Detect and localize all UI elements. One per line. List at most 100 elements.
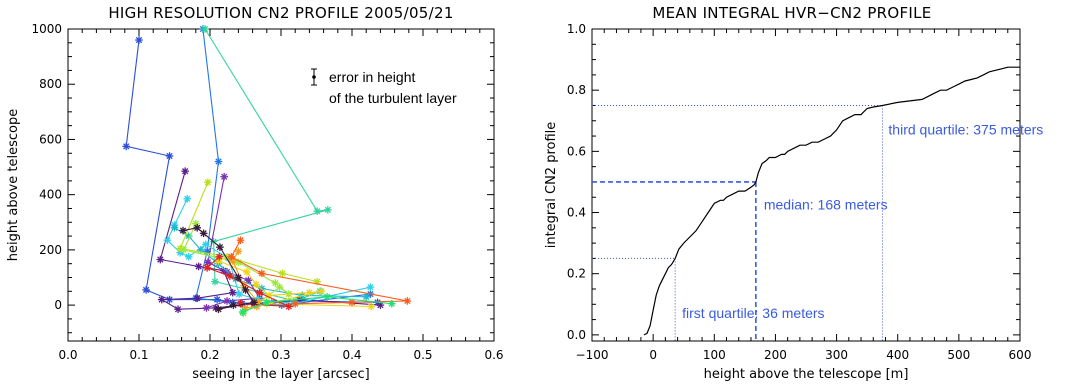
data-point (367, 302, 375, 311)
data-point (324, 206, 332, 214)
left-legend: error in height of the turbulent layer (311, 68, 457, 106)
data-point-ray (192, 220, 199, 227)
data-point-ray (185, 253, 192, 260)
quartile-label: first quartile: 36 meters (682, 305, 824, 321)
data-point-ray (245, 277, 252, 284)
left-series (179, 223, 258, 314)
series-line (204, 28, 329, 302)
data-point-ray (184, 195, 191, 202)
data-point-ray (324, 206, 332, 213)
data-point-ray (211, 278, 219, 285)
data-point-ray (213, 296, 221, 303)
data-point-ray (123, 143, 130, 150)
right-axis-ticks: −100 0 100 200 300 400 500 600 0.0 0.2 0.4 0.6 0.8 1.… (567, 22, 1032, 362)
left-series (192, 25, 375, 309)
data-point-ray (318, 288, 325, 295)
left-chart: HIGH RESOLUTION CN2 PROFILE 2005/05/21 0… (6, 4, 504, 382)
right-y-tick-label: 0.8 (567, 83, 586, 97)
data-point-ray (204, 179, 212, 186)
data-point (252, 280, 260, 289)
data-point-ray (279, 270, 286, 277)
right-y-tick-label: 0.0 (567, 328, 586, 342)
data-point-ray (228, 253, 235, 260)
data-point (135, 36, 143, 44)
data-point-ray (166, 152, 173, 160)
right-x-tick-label: 600 (1009, 348, 1032, 362)
legend-marker (312, 75, 316, 79)
data-point (216, 243, 224, 251)
data-point (366, 283, 375, 291)
data-point (142, 286, 150, 294)
right-y-tick-label: 0.6 (567, 144, 586, 158)
data-point-ray (368, 303, 375, 310)
data-point-ray (194, 224, 201, 231)
data-point-ray (235, 259, 242, 266)
data-point-ray (194, 295, 201, 302)
data-point-ray (278, 301, 285, 309)
data-point-ray (256, 289, 263, 296)
right-x-tick-label: 500 (947, 348, 970, 362)
data-point-ray (348, 299, 356, 306)
series-line (159, 171, 381, 310)
data-point-ray (203, 304, 210, 312)
data-point (317, 287, 326, 296)
data-point-ray (215, 257, 222, 265)
series-line (174, 227, 367, 298)
left-y-axis-title: height above telescope (6, 109, 21, 261)
data-point (170, 223, 179, 232)
data-point-ray (179, 227, 187, 234)
data-point (174, 305, 182, 314)
left-y-tick-label: 0 (54, 298, 62, 312)
data-point (241, 286, 250, 294)
data-point (278, 269, 287, 278)
data-point-ray (216, 243, 224, 251)
data-point (184, 252, 193, 261)
data-point (204, 178, 212, 187)
data-point (229, 301, 238, 309)
data-point-ray (285, 303, 292, 310)
legend-line-2: of the turbulent layer (329, 90, 457, 106)
data-point-ray (158, 296, 165, 303)
quartile-guides: first quartile: 36 meters median: 168 met… (592, 104, 1043, 341)
data-point-ray (377, 301, 384, 309)
data-point (199, 229, 208, 238)
data-point (223, 297, 231, 305)
data-point (202, 304, 211, 312)
data-point-ray (253, 281, 260, 288)
right-x-tick-label: −100 (576, 348, 609, 362)
data-point-ray (404, 297, 411, 305)
data-point (362, 293, 370, 301)
right-y-axis-title: integral CN2 profile (544, 122, 559, 249)
data-point (263, 298, 271, 307)
data-point (204, 258, 212, 267)
left-y-tick-label: 1000 (31, 22, 62, 36)
data-point (236, 299, 245, 308)
left-series (203, 252, 293, 311)
data-point-ray (272, 279, 279, 287)
data-point (305, 288, 314, 297)
data-point-ray (182, 168, 189, 175)
data-point (255, 288, 264, 297)
data-point-ray (171, 224, 178, 231)
right-y-tick-label: 0.4 (567, 206, 586, 220)
data-point (201, 25, 209, 33)
right-x-tick-label: 200 (764, 348, 787, 362)
data-point-ray (306, 289, 313, 296)
data-point-ray (204, 259, 212, 266)
data-point (387, 299, 396, 308)
right-x-tick-label: 300 (825, 348, 848, 362)
data-point-ray (250, 299, 258, 306)
data-point (193, 223, 202, 232)
left-x-tick-label: 0.2 (200, 348, 219, 362)
data-point (291, 299, 299, 308)
data-point-ray (243, 268, 251, 276)
data-point-ray (363, 293, 370, 300)
data-point-ray (215, 306, 222, 313)
data-point-ray (235, 248, 242, 255)
data-point-ray (324, 293, 331, 300)
data-point (238, 308, 247, 316)
data-point (194, 262, 203, 271)
data-point-ray (223, 297, 231, 305)
data-point-ray (235, 274, 242, 281)
right-x-tick-label: 0 (649, 348, 657, 362)
